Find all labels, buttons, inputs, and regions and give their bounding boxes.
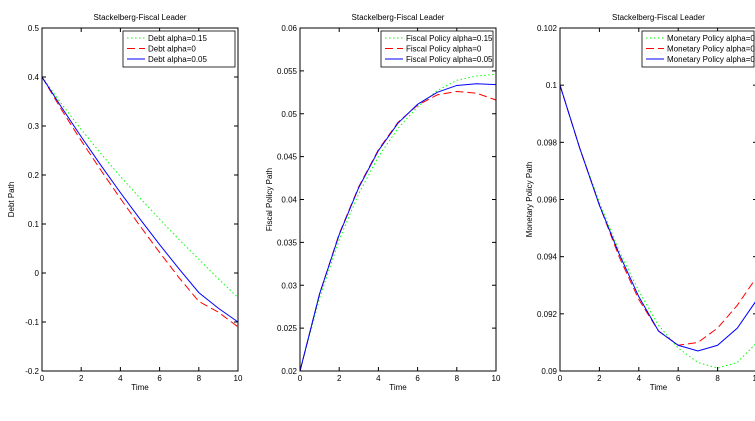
x-tick-label: 6 xyxy=(157,374,162,383)
legend-label: Debt alpha=0 xyxy=(148,45,196,54)
chart-title: Stackelberg-Fiscal Leader xyxy=(612,13,705,22)
legend-label: Monetary Policy alpha=0.05 xyxy=(667,55,755,64)
x-tick-label: 2 xyxy=(597,374,602,383)
chart-title: Stackelberg-Fiscal Leader xyxy=(94,13,187,22)
chart-panel-3: 0 2 4 6 8 10 0.09 0.092 0.094 0.096 0.098 0.1 0.102 S… xyxy=(525,13,755,392)
x-tick-label: 0 xyxy=(40,374,45,383)
x-tick-label: 10 xyxy=(492,374,501,383)
y-tick-label: 0.045 xyxy=(277,153,298,162)
legend-label: Debt alpha=0.15 xyxy=(148,34,207,43)
y-tick-label: 0.1 xyxy=(28,220,40,229)
legend-label: Monetary Policy alpha=0.15 xyxy=(667,34,755,43)
x-tick-label: 2 xyxy=(337,374,342,383)
series-line-2 xyxy=(41,76,239,328)
x-tick-label: 2 xyxy=(79,374,84,383)
series-line-3 xyxy=(41,76,239,323)
x-axis-label: Time xyxy=(131,383,149,392)
legend: Monetary Policy alpha=0.15 Monetary Polic… xyxy=(641,30,755,68)
y-tick-label: 0.2 xyxy=(28,171,40,180)
legend-label: Fiscal Policy alpha=0.05 xyxy=(406,55,493,64)
x-axis-label: Time xyxy=(650,383,668,392)
axes-box xyxy=(41,27,239,372)
x-tick-label: 0 xyxy=(298,374,303,383)
x-tick-label: 6 xyxy=(676,374,681,383)
y-tick-label: 0.04 xyxy=(281,196,297,205)
y-tick-label: 0.102 xyxy=(537,24,558,33)
x-tick-label: 8 xyxy=(455,374,460,383)
legend-label: Debt alpha=0.05 xyxy=(148,55,207,64)
y-tick-label: 0.055 xyxy=(277,67,298,76)
plot-area xyxy=(300,28,496,371)
y-tick-label: 0.094 xyxy=(537,253,558,262)
y-tick-label: 0.4 xyxy=(28,73,40,82)
y-tick-label: 0.035 xyxy=(277,238,298,247)
x-tick-label: 4 xyxy=(376,374,381,383)
x-tick-label: 0 xyxy=(558,374,563,383)
y-tick-label: 0.06 xyxy=(281,24,297,33)
y-tick-label: 0.05 xyxy=(281,110,297,119)
series-line-1 xyxy=(559,85,755,369)
y-tick-label: 0.5 xyxy=(28,24,40,33)
y-tick-label: 0 xyxy=(35,269,40,278)
legend-label: Fiscal Policy alpha=0.15 xyxy=(406,34,493,43)
x-tick-label: 6 xyxy=(415,374,420,383)
x-axis-label: Time xyxy=(389,383,407,392)
y-tick-label: 0.09 xyxy=(541,367,557,376)
legend-label: Monetary Policy alpha=0 xyxy=(667,45,755,54)
y-axis-label: Monetary Policy Path xyxy=(525,162,534,238)
x-tick-label: 4 xyxy=(637,374,642,383)
chart-panel-1: 0 2 4 6 8 10 -0.2 -0.1 0 0.1 0.2 0.3 0.4 0.5 Stackelbe… xyxy=(7,13,243,392)
y-tick-label: 0.02 xyxy=(281,367,297,376)
y-tick-label: 0.3 xyxy=(28,122,40,131)
legend: Fiscal Policy alpha=0.15 Fiscal Policy al… xyxy=(380,30,494,68)
y-axis-label: Debt Path xyxy=(7,182,16,218)
y-tick-label: 0.096 xyxy=(537,196,558,205)
series-line-3 xyxy=(559,85,755,352)
y-tick-label: 0.1 xyxy=(546,81,558,90)
chart-title: Stackelberg-Fiscal Leader xyxy=(352,13,445,22)
x-tick-label: 4 xyxy=(118,374,123,383)
x-tick-label: 10 xyxy=(234,374,243,383)
plot-area xyxy=(560,28,755,371)
y-tick-label: 0.092 xyxy=(537,310,558,319)
plot-area xyxy=(42,28,238,371)
y-tick-label: 0.098 xyxy=(537,138,558,147)
y-axis-label: Fiscal Policy Path xyxy=(265,168,274,231)
legend-label: Fiscal Policy alpha=0 xyxy=(406,45,482,54)
x-tick-label: 8 xyxy=(197,374,202,383)
y-tick-label: 0.025 xyxy=(277,324,298,333)
x-tick-label: 8 xyxy=(715,374,720,383)
y-tick-label: 0.03 xyxy=(281,281,297,290)
chart-panel-2: 0 2 4 6 8 10 0.02 0.025 0.03 0.035 0.04 0.045 0.05 0.… xyxy=(265,13,501,392)
y-tick-label: -0.2 xyxy=(25,367,39,376)
series-line-3 xyxy=(299,83,497,372)
series-line-1 xyxy=(299,73,497,372)
x-tick-label: 10 xyxy=(753,374,755,383)
y-tick-label: -0.1 xyxy=(25,318,39,327)
